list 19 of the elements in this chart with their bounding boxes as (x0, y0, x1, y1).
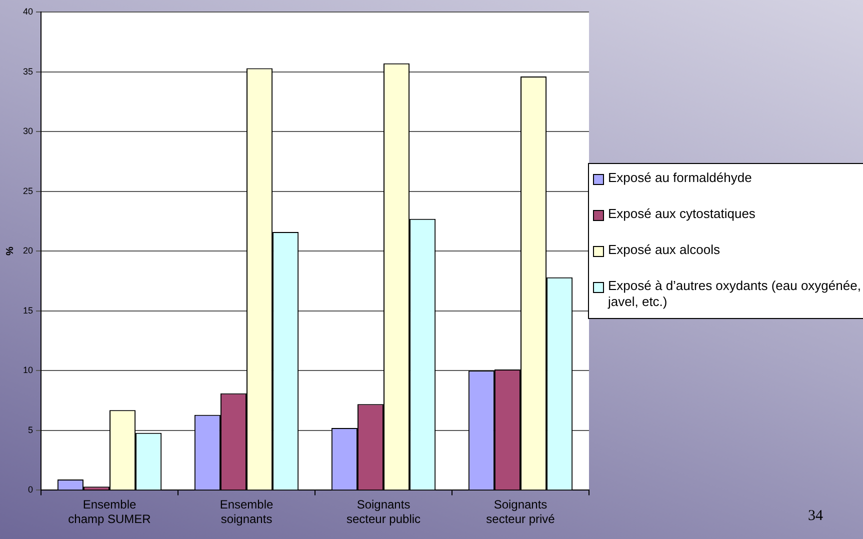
text: 34 (808, 508, 823, 525)
y-tick-label: 25 (22, 186, 34, 196)
y-tick-label: 30 (22, 126, 34, 136)
y-tick-label: 0 (28, 484, 34, 495)
y-tick-label: 15 (22, 305, 34, 316)
y-tick-label: 40 (22, 6, 34, 16)
y-tick-label: 10 (22, 365, 34, 376)
x-tick-label: Soignants secteur public (346, 498, 421, 526)
legend-label: Exposé aux cytostatiques (608, 206, 756, 222)
x-tick-label: Soignants secteur privé (486, 498, 556, 526)
legend-label: Exposé au formaldéhyde (608, 170, 752, 186)
legend-label: Exposé à d’autres oxydants (eau oxygénée, javel, etc.) (608, 278, 862, 310)
y-axis-title: % (4, 246, 16, 256)
x-tick-label: Ensemble soignants (220, 498, 274, 526)
x-tick-label: Ensemble champ SUMER (68, 498, 152, 526)
legend-label: Exposé aux alcools (608, 242, 720, 258)
y-tick-label: 35 (22, 66, 34, 76)
y-tick-label: 5 (28, 424, 34, 435)
y-tick-label: 20 (22, 246, 34, 256)
